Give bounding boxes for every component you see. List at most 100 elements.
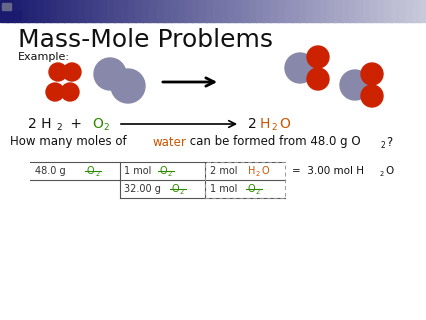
Text: +: + xyxy=(66,117,91,131)
Bar xyxy=(71,0,79,22)
Text: Example:: Example: xyxy=(18,52,70,62)
Bar xyxy=(405,0,413,22)
Bar xyxy=(149,0,157,22)
Text: O: O xyxy=(262,166,269,176)
Text: O: O xyxy=(92,117,103,131)
Bar xyxy=(419,0,426,22)
Text: H: H xyxy=(259,117,270,131)
Text: =  3.00 mol H: = 3.00 mol H xyxy=(291,166,363,176)
Circle shape xyxy=(306,46,328,68)
Bar xyxy=(106,0,115,22)
Bar xyxy=(184,0,193,22)
Circle shape xyxy=(111,69,145,103)
Bar xyxy=(277,0,285,22)
Circle shape xyxy=(63,63,81,81)
Text: 2: 2 xyxy=(256,171,259,177)
Bar xyxy=(284,0,292,22)
Bar xyxy=(192,0,200,22)
Bar xyxy=(12,11,21,20)
Text: 2: 2 xyxy=(167,171,172,177)
Bar xyxy=(341,0,349,22)
Bar xyxy=(178,0,186,22)
Bar xyxy=(14,0,22,22)
Bar xyxy=(50,0,58,22)
Bar xyxy=(227,0,235,22)
Bar xyxy=(213,0,221,22)
Text: O: O xyxy=(278,117,289,131)
Text: O: O xyxy=(160,166,167,176)
Bar xyxy=(397,0,406,22)
Circle shape xyxy=(284,53,314,83)
Circle shape xyxy=(306,68,328,90)
Bar xyxy=(21,0,29,22)
Circle shape xyxy=(360,85,382,107)
Circle shape xyxy=(94,58,126,90)
Text: 2: 2 xyxy=(248,117,261,131)
Bar xyxy=(355,0,363,22)
Circle shape xyxy=(61,83,79,101)
Text: 2: 2 xyxy=(56,123,61,132)
Bar xyxy=(242,0,250,22)
Bar xyxy=(305,0,314,22)
Bar xyxy=(156,0,164,22)
Bar xyxy=(170,0,178,22)
Text: 2: 2 xyxy=(256,188,259,195)
Bar xyxy=(2,3,11,10)
Text: 2: 2 xyxy=(271,123,276,132)
Bar xyxy=(327,0,335,22)
Bar xyxy=(348,0,356,22)
Bar xyxy=(163,0,171,22)
Bar xyxy=(412,0,420,22)
Bar xyxy=(128,0,136,22)
Bar xyxy=(142,0,150,22)
Bar xyxy=(78,0,86,22)
Bar xyxy=(114,0,122,22)
Text: 48.0 g: 48.0 g xyxy=(35,166,69,176)
Text: 32.00 g: 32.00 g xyxy=(124,184,164,194)
Bar xyxy=(263,0,271,22)
Bar xyxy=(256,0,264,22)
Text: O: O xyxy=(87,166,95,176)
Bar xyxy=(43,0,51,22)
Text: 2: 2 xyxy=(380,140,385,149)
Bar xyxy=(291,0,299,22)
Bar xyxy=(92,0,101,22)
Bar xyxy=(234,0,242,22)
Text: 2: 2 xyxy=(379,171,383,177)
Bar xyxy=(334,0,342,22)
Bar xyxy=(391,0,399,22)
Circle shape xyxy=(339,70,369,100)
Bar xyxy=(7,0,15,22)
Text: 1 mol: 1 mol xyxy=(124,166,154,176)
Bar xyxy=(35,0,43,22)
Bar xyxy=(320,0,328,22)
Text: 2: 2 xyxy=(96,171,100,177)
Bar xyxy=(29,0,37,22)
Bar xyxy=(298,0,306,22)
Bar xyxy=(0,0,8,22)
Text: 2: 2 xyxy=(180,188,184,195)
Text: H: H xyxy=(248,166,255,176)
Bar xyxy=(99,0,107,22)
Bar xyxy=(2,11,11,20)
Circle shape xyxy=(360,63,382,85)
Bar xyxy=(369,0,377,22)
Circle shape xyxy=(46,83,64,101)
Text: Mass-Mole Problems: Mass-Mole Problems xyxy=(18,28,272,52)
Bar xyxy=(312,0,320,22)
Bar xyxy=(206,0,214,22)
Bar xyxy=(85,0,93,22)
Bar xyxy=(121,0,129,22)
Bar xyxy=(64,0,72,22)
Text: 2 H: 2 H xyxy=(28,117,52,131)
Bar xyxy=(383,0,391,22)
Bar xyxy=(204,162,284,198)
Circle shape xyxy=(49,63,67,81)
Bar xyxy=(248,0,256,22)
Text: O: O xyxy=(172,184,179,194)
Bar xyxy=(376,0,384,22)
Bar xyxy=(199,0,207,22)
Bar xyxy=(270,0,278,22)
Text: can be formed from 48.0 g O: can be formed from 48.0 g O xyxy=(186,135,360,148)
Bar xyxy=(220,0,228,22)
